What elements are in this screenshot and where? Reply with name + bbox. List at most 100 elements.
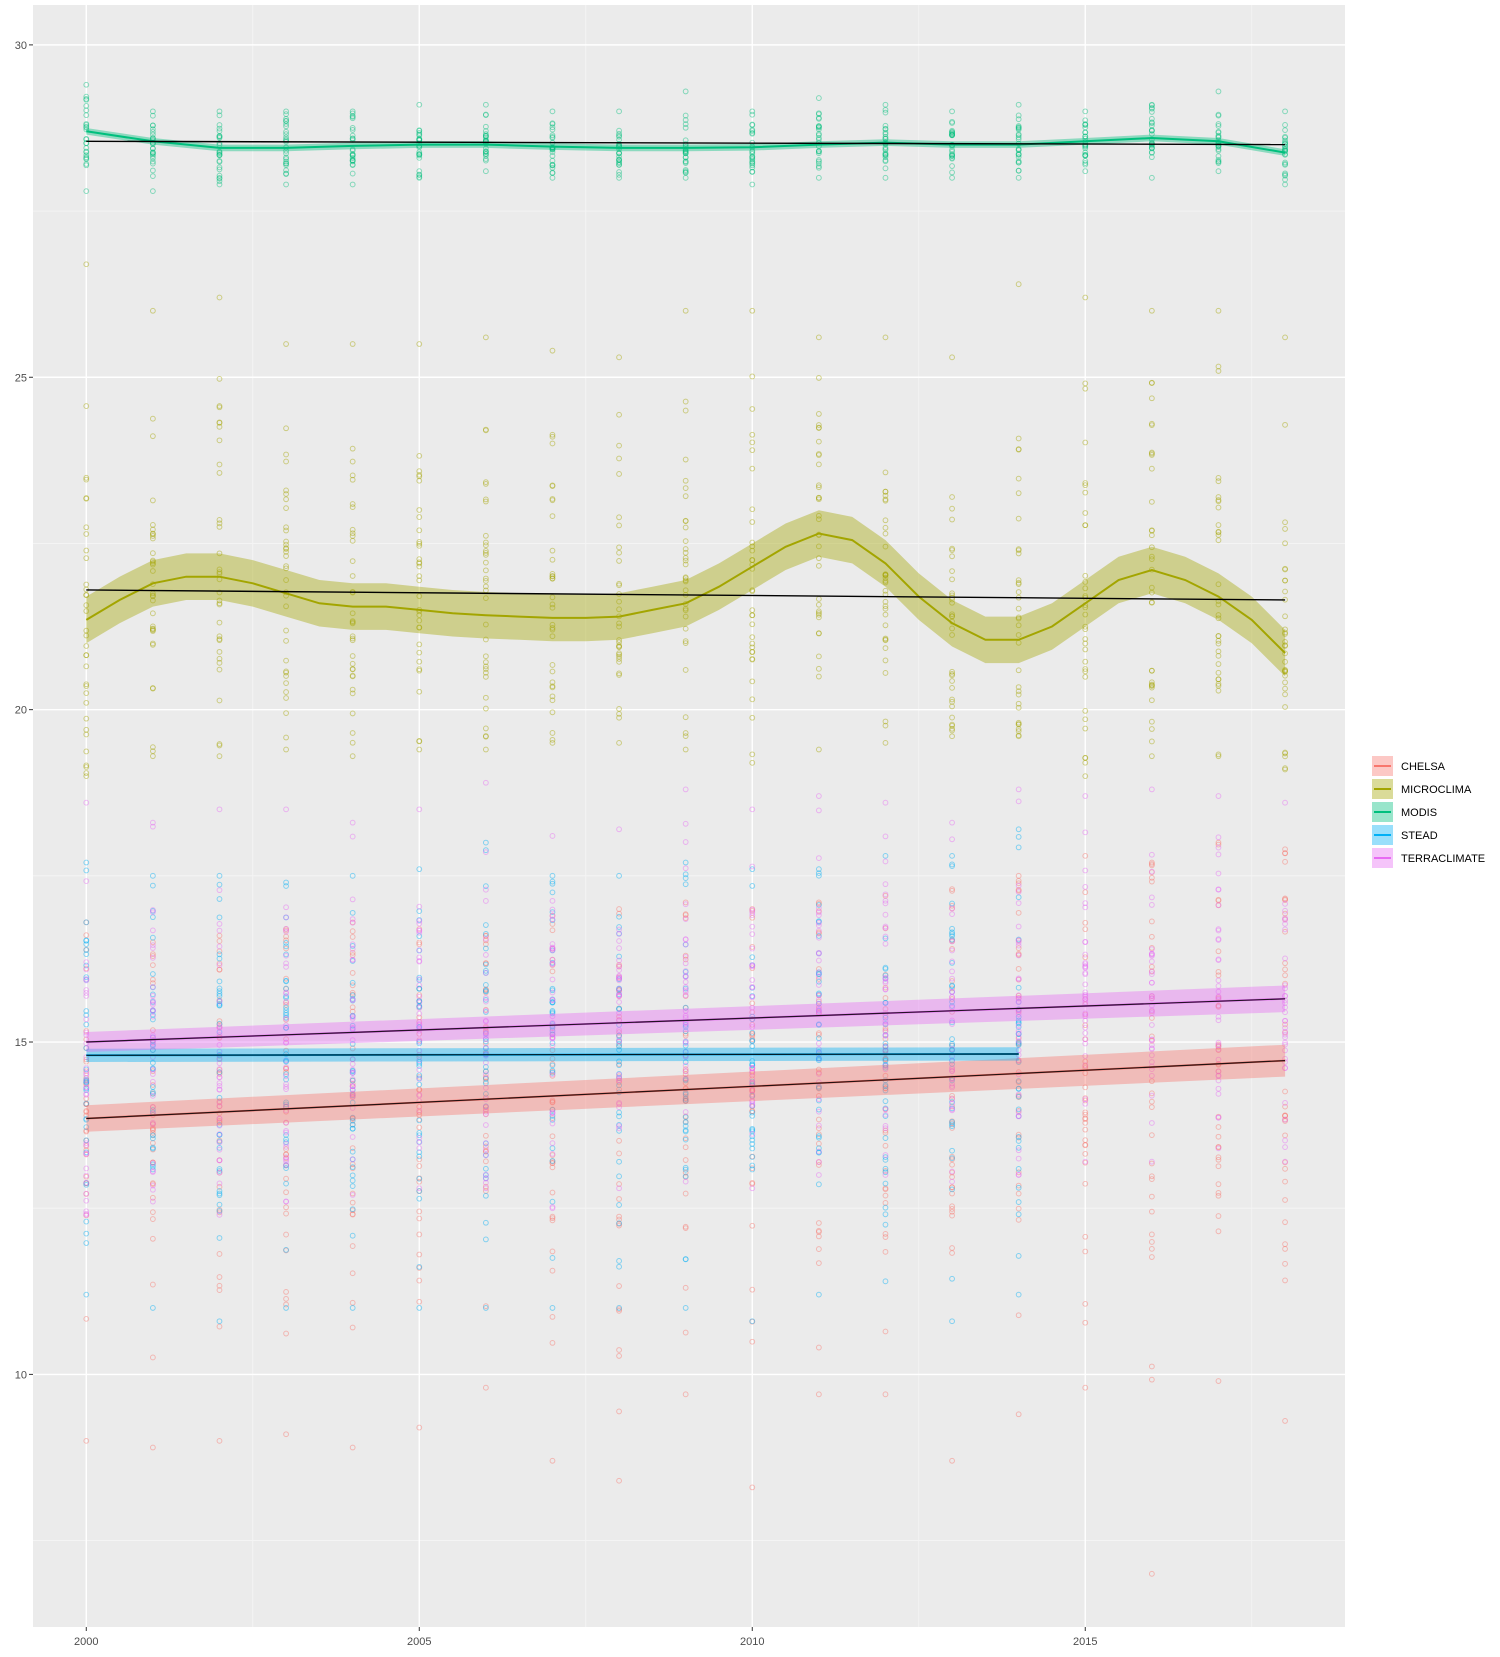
data-point — [1015, 622, 1022, 629]
data-point — [616, 1104, 622, 1111]
data-point — [482, 1052, 489, 1059]
data-point — [283, 1154, 289, 1161]
data-point — [149, 167, 156, 174]
data-point — [882, 125, 889, 132]
data-point — [1015, 167, 1022, 174]
data-point — [482, 996, 489, 1003]
data-point — [416, 1063, 423, 1069]
data-point — [949, 1103, 955, 1110]
data-point — [749, 373, 756, 380]
data-point — [482, 1140, 489, 1147]
data-point — [1082, 668, 1089, 675]
data-point — [882, 1180, 889, 1187]
data-point — [1148, 174, 1155, 181]
data-point — [283, 927, 289, 934]
data-point — [1015, 1024, 1022, 1030]
data-point — [815, 555, 822, 562]
data-point — [682, 1004, 689, 1011]
data-point — [549, 1160, 556, 1167]
data-point — [482, 1068, 489, 1075]
data-point — [549, 161, 556, 168]
data-point — [283, 111, 289, 118]
data-point — [416, 560, 423, 567]
data-point — [416, 1305, 423, 1311]
data-point — [949, 727, 955, 734]
data-point — [216, 1066, 223, 1073]
data-point — [216, 1208, 223, 1214]
data-point — [682, 158, 689, 165]
data-point — [482, 1084, 489, 1091]
data-point — [815, 135, 822, 141]
data-point — [216, 1168, 223, 1174]
data-point — [349, 660, 356, 667]
data-point — [1282, 334, 1288, 341]
data-point — [815, 971, 822, 978]
data-point — [1015, 475, 1022, 482]
data-point — [416, 1038, 423, 1045]
data-point — [549, 575, 556, 582]
data-point — [815, 425, 822, 431]
data-point — [1015, 123, 1022, 129]
data-point — [1015, 728, 1022, 735]
data-point — [815, 908, 822, 914]
data-point — [216, 1122, 223, 1129]
data-point — [549, 162, 556, 169]
data-point — [682, 1023, 689, 1030]
data-point — [682, 174, 689, 181]
data-point — [815, 148, 822, 155]
data-point — [416, 1139, 423, 1146]
data-point — [1148, 1254, 1155, 1260]
data-point — [216, 938, 223, 944]
data-point — [682, 150, 689, 157]
data-point — [549, 621, 556, 628]
data-point — [1082, 385, 1089, 392]
data-point — [83, 762, 90, 769]
data-point — [349, 1014, 356, 1021]
data-point — [549, 1072, 556, 1079]
data-point — [1282, 159, 1288, 166]
data-point — [549, 575, 556, 582]
data-point — [283, 952, 289, 959]
data-point — [882, 1082, 889, 1089]
data-point — [749, 1060, 756, 1067]
data-point — [216, 1082, 223, 1089]
data-point — [616, 1005, 622, 1012]
data-point — [1015, 132, 1022, 139]
data-point — [1148, 120, 1155, 127]
data-point — [349, 637, 356, 644]
data-point — [482, 666, 489, 672]
data-point — [216, 659, 223, 666]
data-point — [682, 875, 689, 881]
data-point — [749, 1154, 756, 1160]
data-point — [416, 154, 423, 161]
data-point — [482, 148, 489, 155]
data-point — [83, 1240, 90, 1246]
data-point — [949, 983, 955, 990]
data-point — [83, 990, 90, 996]
data-point — [1015, 1253, 1022, 1259]
data-point — [416, 612, 423, 618]
data-point — [216, 166, 223, 173]
data-point — [749, 156, 756, 163]
data-point — [482, 849, 489, 856]
data-point — [949, 1184, 955, 1191]
data-point — [1282, 171, 1288, 178]
data-point — [749, 1153, 756, 1160]
legend-label: STEAD — [1401, 830, 1438, 842]
data-point — [749, 160, 756, 167]
data-point — [882, 578, 889, 584]
data-point — [283, 689, 289, 695]
data-point — [216, 978, 223, 985]
data-point — [815, 1260, 822, 1266]
data-point — [416, 933, 423, 940]
data-point — [616, 141, 622, 147]
data-point — [882, 154, 889, 160]
data-point — [749, 993, 756, 999]
data-point — [349, 819, 356, 826]
data-point — [482, 961, 489, 968]
data-point — [349, 1211, 356, 1218]
data-point — [216, 633, 223, 640]
data-point — [349, 1207, 356, 1214]
data-point — [882, 165, 889, 172]
data-point — [416, 132, 423, 139]
